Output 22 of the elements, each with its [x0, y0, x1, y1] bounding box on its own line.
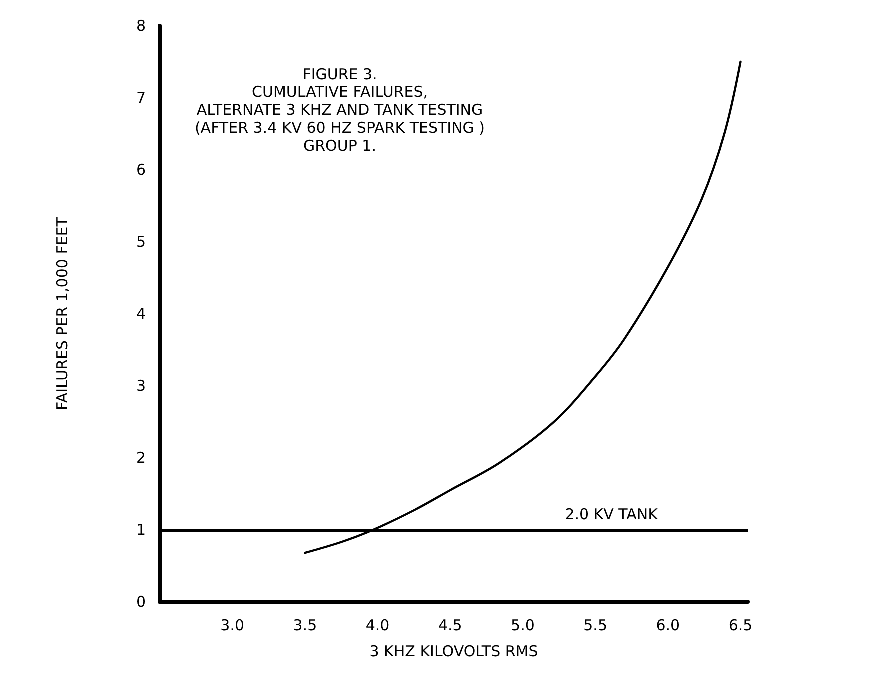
x-tick-label: 5.0 [511, 616, 535, 634]
x-tick-label: 4.0 [366, 616, 390, 634]
y-tick-label: 1 [136, 521, 146, 539]
x-tick-label: 3.0 [220, 616, 245, 634]
text: CUMULATIVE FAILURES, ALTERNATE 3 KHZ AND TANK TESTING (AFTER 3.4 KV 60 HZ SPARK TESTING ) GROUP 1. [194, 83, 486, 155]
y-tick-label: 3 [136, 377, 146, 395]
x-axis-title: 3 KHZ KILOVOLTS RMS [370, 642, 538, 660]
x-tick-label: 3.5 [293, 616, 318, 634]
y-axis-title: FAILURES PER 1,000 FEET [54, 216, 72, 410]
x-tick-label: 5.5 [584, 616, 608, 634]
y-tick-label: 0 [136, 593, 146, 611]
ref-line-label: 2.0 KV TANK [565, 506, 660, 524]
y-tick-label: 5 [136, 233, 146, 251]
y-tick-label: 2 [136, 449, 146, 467]
x-tick-label: 4.5 [438, 616, 462, 634]
y-tick-label: 8 [136, 17, 146, 35]
y-tick-label: 6 [136, 161, 146, 179]
x-tick-label: 6.5 [728, 616, 753, 634]
x-tick-label: 6.0 [656, 616, 680, 634]
y-tick-label: 4 [136, 305, 146, 323]
y-tick-label: 7 [136, 89, 146, 107]
text: FIGURE 3. [302, 66, 378, 84]
